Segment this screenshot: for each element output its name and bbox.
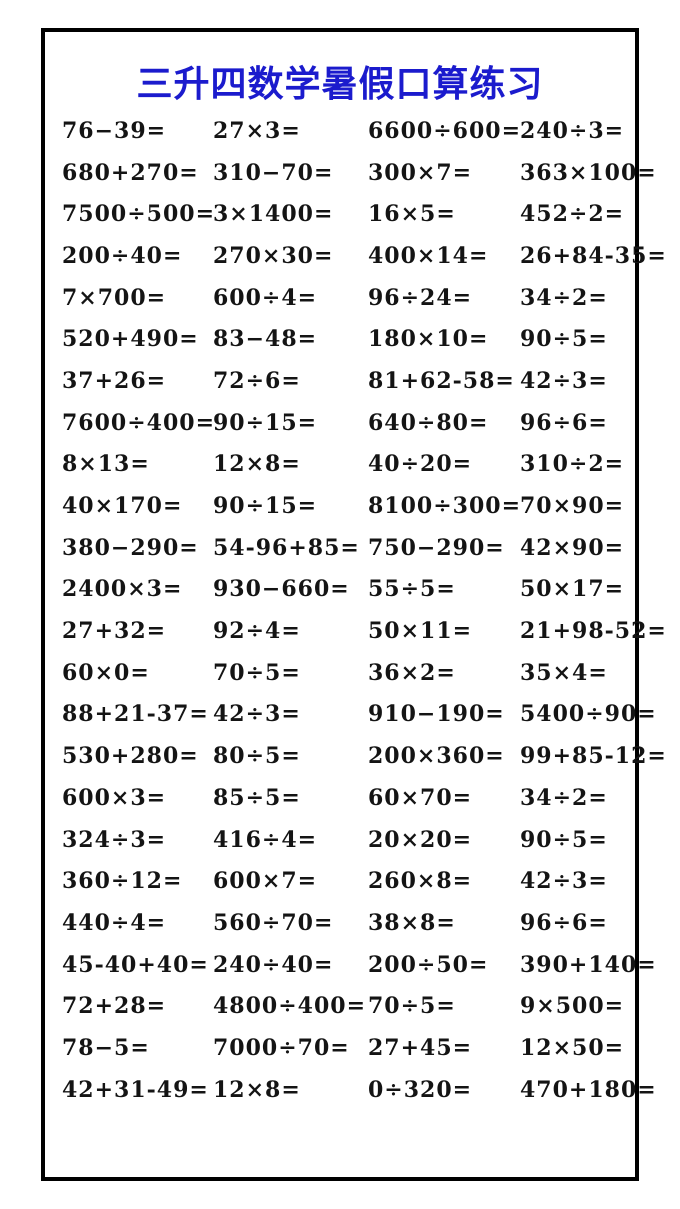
problem-cell: 12×8= [213, 1076, 301, 1103]
problem-cell: 37+26= [62, 367, 167, 394]
problem-cell: 20×20= [368, 826, 473, 853]
problem-cell: 72+28= [62, 993, 167, 1020]
problem-cell: 81+62-58= [368, 367, 515, 394]
problem-cell: 530+280= [62, 743, 199, 770]
problem-cell: 50×17= [520, 576, 625, 603]
problem-cell: 324÷3= [62, 826, 167, 853]
problem-cell: 600÷4= [213, 284, 318, 311]
problem-cell: 85÷5= [213, 784, 301, 811]
problem-cell: 45-40+40= [62, 951, 209, 978]
problem-cell: 310÷2= [520, 451, 625, 478]
problem-cell: 8100÷300= [368, 493, 522, 520]
problem-cell: 470+180= [520, 1076, 657, 1103]
problem-cell: 96÷6= [520, 909, 608, 936]
problem-cell: 80÷5= [213, 743, 301, 770]
problem-cell: 96÷24= [368, 284, 473, 311]
problem-cell: 600×3= [62, 784, 167, 811]
problem-cell: 72÷6= [213, 367, 301, 394]
problem-cell: 270×30= [213, 242, 334, 269]
problem-cell: 452÷2= [520, 201, 625, 228]
problem-cell: 36×2= [368, 659, 456, 686]
problem-cell: 99+85-12= [520, 743, 667, 770]
problem-cell: 42÷3= [520, 868, 608, 895]
problem-cell: 70÷5= [213, 659, 301, 686]
problem-cell: 380−290= [62, 534, 199, 561]
problem-cell: 54-96+85= [213, 534, 360, 561]
worksheet-title: 三升四数学暑假口算练习 [136, 64, 544, 105]
problem-cell: 930−660= [213, 576, 350, 603]
problem-cell: 40÷20= [368, 451, 473, 478]
problem-cell: 76−39= [62, 117, 167, 144]
problem-cell: 21+98-52= [520, 618, 667, 645]
problem-cell: 26+84-35= [520, 242, 667, 269]
problem-cell: 27×3= [213, 117, 301, 144]
problems-grid: 76−39= 27×3= 6600÷600= 240÷3= 680+270= 310−70… [45, 110, 666, 1111]
problem-cell: 27+45= [368, 1034, 473, 1061]
problem-cell: 3×1400= [213, 201, 334, 228]
problem-cell: 92÷4= [213, 618, 301, 645]
problem-cell: 38×8= [368, 909, 456, 936]
problem-cell: 9×500= [520, 993, 625, 1020]
problem-cell: 70×90= [520, 493, 625, 520]
problem-cell: 910−190= [368, 701, 505, 728]
problem-cell: 750−290= [368, 534, 505, 561]
problem-cell: 300×7= [368, 159, 473, 186]
problem-cell: 16×5= [368, 201, 456, 228]
problem-cell: 55÷5= [368, 576, 456, 603]
problem-cell: 60×70= [368, 784, 473, 811]
problem-cell: 7600÷400= [62, 409, 216, 436]
problem-cell: 260×8= [368, 868, 473, 895]
problem-cell: 34÷2= [520, 784, 608, 811]
problem-cell: 200÷50= [368, 951, 489, 978]
problem-cell: 7000÷70= [213, 1034, 350, 1061]
problem-cell: 5400÷90= [520, 701, 657, 728]
problem-cell: 42÷3= [213, 701, 301, 728]
problem-cell: 12×50= [520, 1034, 625, 1061]
problem-cell: 240÷3= [520, 117, 625, 144]
problem-cell: 7×700= [62, 284, 167, 311]
problem-cell: 363×100= [520, 159, 657, 186]
problem-cell: 34÷2= [520, 284, 608, 311]
problem-cell: 2400×3= [62, 576, 183, 603]
problem-cell: 400×14= [368, 242, 489, 269]
problem-cell: 440÷4= [62, 909, 167, 936]
problem-cell: 78−5= [62, 1034, 150, 1061]
problem-cell: 180×10= [368, 326, 489, 353]
problem-cell: 640÷80= [368, 409, 489, 436]
problem-cell: 90÷15= [213, 493, 318, 520]
problem-cell: 96÷6= [520, 409, 608, 436]
problem-cell: 50×11= [368, 618, 473, 645]
problem-cell: 240÷40= [213, 951, 334, 978]
problem-cell: 90÷15= [213, 409, 318, 436]
problem-cell: 7500÷500= [62, 201, 216, 228]
problem-cell: 90÷5= [520, 326, 608, 353]
problem-cell: 200×360= [368, 743, 505, 770]
problem-cell: 416÷4= [213, 826, 318, 853]
problem-cell: 27+32= [62, 618, 167, 645]
problem-cell: 42×90= [520, 534, 625, 561]
problem-cell: 560÷70= [213, 909, 334, 936]
problem-cell: 680+270= [62, 159, 199, 186]
problem-cell: 6600÷600= [368, 117, 522, 144]
problem-cell: 35×4= [520, 659, 608, 686]
problem-cell: 90÷5= [520, 826, 608, 853]
problem-cell: 200÷40= [62, 242, 183, 269]
problem-cell: 83−48= [213, 326, 318, 353]
problem-cell: 40×170= [62, 493, 183, 520]
worksheet-border-frame: 三升四数学暑假口算练习 76−39= 27×3= 6600÷600= 240÷3= 68… [41, 28, 666, 1181]
problem-cell: 360÷12= [62, 868, 183, 895]
problem-cell: 60×0= [62, 659, 150, 686]
problem-cell: 8×13= [62, 451, 150, 478]
problem-cell: 390+140= [520, 951, 657, 978]
problem-cell: 88+21-37= [62, 701, 209, 728]
problem-cell: 0÷320= [368, 1076, 473, 1103]
problem-cell: 42+31-49= [62, 1076, 209, 1103]
problem-cell: 520+490= [62, 326, 199, 353]
problem-cell: 310−70= [213, 159, 334, 186]
problem-cell: 600×7= [213, 868, 318, 895]
problem-cell: 70÷5= [368, 993, 456, 1020]
problem-cell: 4800÷400= [213, 993, 367, 1020]
problem-cell: 12×8= [213, 451, 301, 478]
problem-cell: 42÷3= [520, 367, 608, 394]
